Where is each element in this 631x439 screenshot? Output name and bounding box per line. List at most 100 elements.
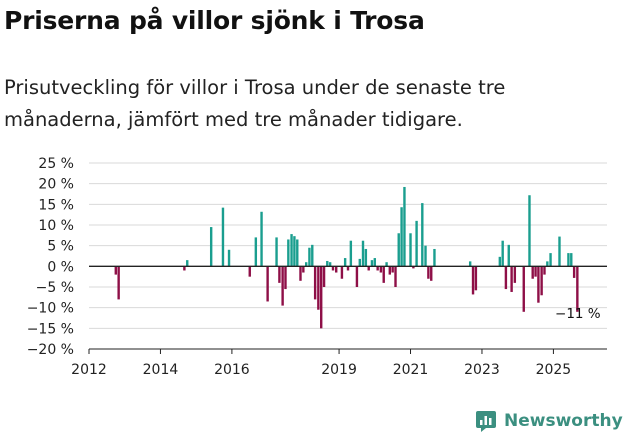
- bar: [471, 266, 475, 295]
- chart-subtitle: Prisutveckling för villor i Trosa under …: [4, 76, 506, 131]
- bar: [248, 266, 251, 277]
- bar: [546, 261, 549, 267]
- y-tick-label: 15 %: [38, 197, 74, 213]
- x-tick-label: 2021: [393, 362, 429, 378]
- bar: [397, 233, 400, 267]
- y-tick-label: 20 %: [38, 177, 74, 193]
- bar: [376, 266, 379, 271]
- y-tick-label: 5 %: [47, 239, 74, 255]
- y-tick-label: 25 %: [38, 156, 74, 172]
- brand[interactable]: Newsworthy: [475, 410, 623, 432]
- bar: [364, 248, 368, 267]
- bar: [531, 266, 534, 279]
- chart-title: Priserna på villor sjönk i Trosa: [4, 6, 425, 35]
- bar: [379, 266, 383, 273]
- bar: [290, 234, 293, 267]
- bar: [254, 237, 258, 267]
- bar: [311, 244, 314, 267]
- bar: [537, 266, 540, 303]
- y-tick-label: −10 %: [27, 301, 74, 317]
- bar: [355, 266, 359, 287]
- bar: [382, 266, 385, 283]
- bar: [322, 266, 326, 287]
- bar: [534, 266, 537, 277]
- bar: [358, 258, 361, 267]
- y-tick-label: 0 %: [47, 259, 74, 275]
- bar: [343, 258, 347, 267]
- bar: [221, 207, 225, 267]
- bar: [266, 266, 269, 302]
- bar: [361, 240, 365, 267]
- bar: [385, 262, 388, 267]
- bar: [468, 261, 472, 267]
- x-tick-label: 2016: [214, 362, 250, 378]
- bar: [296, 239, 299, 267]
- bar: [498, 256, 502, 267]
- bar: [275, 237, 278, 267]
- bar: [572, 266, 576, 278]
- x-tick-label: 2019: [321, 362, 357, 378]
- bar-chart: −20 % −15 % −10 % −5 % 0 % 5 % 10 % 15 % 20 % 25 …: [27, 156, 607, 378]
- bar: [528, 195, 531, 267]
- bar: [117, 266, 120, 300]
- bar: [510, 266, 513, 292]
- bar: [391, 266, 394, 273]
- bar: [349, 240, 353, 267]
- y-tick-label: 10 %: [38, 218, 74, 234]
- bar: [430, 266, 433, 281]
- bar: [403, 186, 406, 267]
- bar: [409, 233, 412, 267]
- bar: [346, 266, 350, 271]
- x-tick-label: 2014: [143, 362, 179, 378]
- bar: [260, 211, 263, 267]
- bar: [507, 244, 510, 267]
- bar: [331, 266, 335, 271]
- bar: [540, 266, 543, 296]
- bar: [415, 220, 418, 267]
- bar: [320, 266, 323, 329]
- y-tick-label: −5 %: [36, 280, 74, 296]
- bar: [388, 266, 391, 275]
- last-value-annotation: −11 %: [555, 306, 601, 322]
- bar: [400, 207, 403, 267]
- bar: [227, 249, 231, 267]
- bar: [308, 247, 311, 267]
- bar: [576, 266, 579, 312]
- bar: [427, 266, 430, 279]
- bar: [558, 236, 561, 267]
- bar: [281, 266, 284, 306]
- bar: [370, 260, 374, 267]
- bar: [209, 227, 213, 267]
- bar: [474, 266, 478, 291]
- bar: [570, 253, 573, 267]
- bar: [567, 253, 570, 267]
- newsworthy-bar-chart-icon: [476, 411, 496, 432]
- bar: [394, 266, 397, 287]
- x-tick-label: 2012: [71, 362, 107, 378]
- bar: [433, 248, 436, 267]
- bar: [305, 262, 308, 267]
- bar: [284, 266, 287, 290]
- bar: [424, 245, 427, 267]
- bar: [114, 266, 117, 275]
- bar: [302, 266, 305, 273]
- bar: [501, 240, 504, 267]
- bar: [326, 260, 329, 267]
- bar: [278, 266, 281, 283]
- bar: [287, 239, 290, 267]
- bar: [367, 266, 370, 271]
- brand-name: Newsworthy: [504, 411, 623, 431]
- bar: [421, 203, 424, 267]
- y-tick-label: −20 %: [27, 342, 74, 358]
- bar: [313, 266, 317, 300]
- bar: [183, 266, 186, 271]
- bar: [340, 266, 344, 279]
- bar: [186, 260, 189, 267]
- bar: [549, 253, 552, 267]
- bar: [299, 266, 302, 281]
- y-tick-label: −15 %: [27, 321, 74, 337]
- x-tick-label: 2025: [536, 362, 572, 378]
- bar: [543, 266, 546, 275]
- bar: [293, 236, 296, 267]
- bar: [412, 266, 415, 269]
